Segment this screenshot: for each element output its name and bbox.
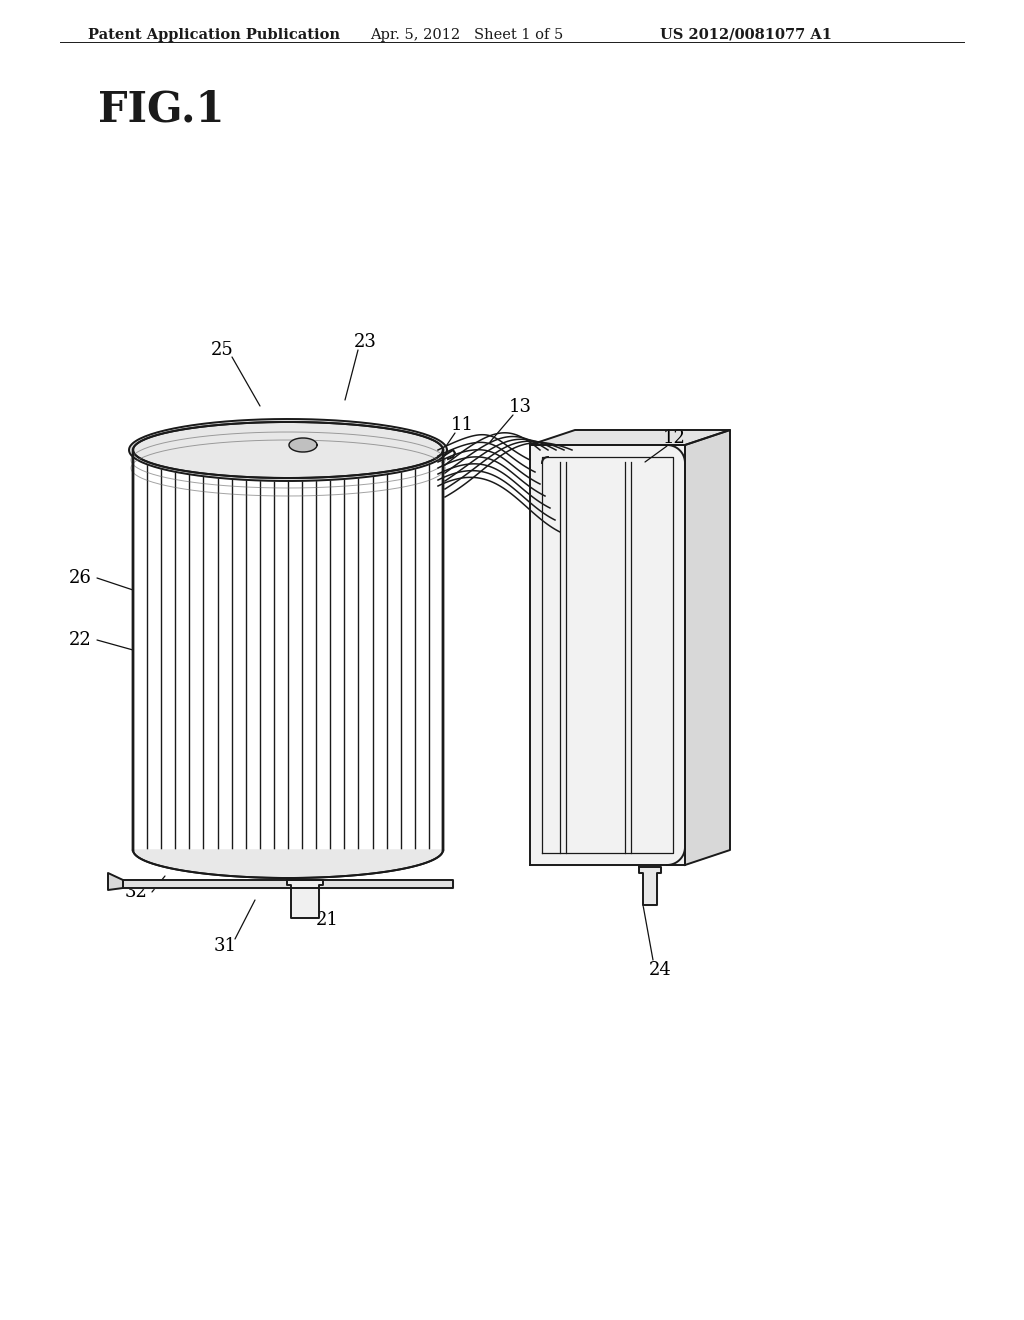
- Polygon shape: [685, 430, 730, 865]
- Polygon shape: [289, 438, 317, 451]
- Text: 11: 11: [451, 416, 473, 434]
- Text: 25: 25: [211, 341, 233, 359]
- Text: 31: 31: [213, 937, 237, 954]
- Polygon shape: [530, 430, 730, 445]
- Text: 22: 22: [70, 631, 92, 649]
- Text: Patent Application Publication: Patent Application Publication: [88, 28, 340, 42]
- Polygon shape: [639, 867, 662, 906]
- Text: Apr. 5, 2012   Sheet 1 of 5: Apr. 5, 2012 Sheet 1 of 5: [370, 28, 563, 42]
- Text: 23: 23: [353, 333, 377, 351]
- Polygon shape: [123, 880, 453, 888]
- Polygon shape: [133, 422, 443, 478]
- Text: US 2012/0081077 A1: US 2012/0081077 A1: [660, 28, 831, 42]
- Text: 21: 21: [315, 911, 339, 929]
- Polygon shape: [287, 880, 323, 917]
- Text: 12: 12: [663, 429, 685, 447]
- Text: 32: 32: [125, 883, 148, 902]
- Polygon shape: [133, 850, 443, 878]
- Text: 24: 24: [648, 961, 672, 979]
- Polygon shape: [133, 422, 443, 478]
- Text: 13: 13: [509, 399, 531, 416]
- Polygon shape: [530, 445, 685, 865]
- Text: FIG.1: FIG.1: [98, 88, 224, 129]
- Text: 26: 26: [70, 569, 92, 587]
- Polygon shape: [129, 418, 447, 480]
- Polygon shape: [108, 873, 123, 890]
